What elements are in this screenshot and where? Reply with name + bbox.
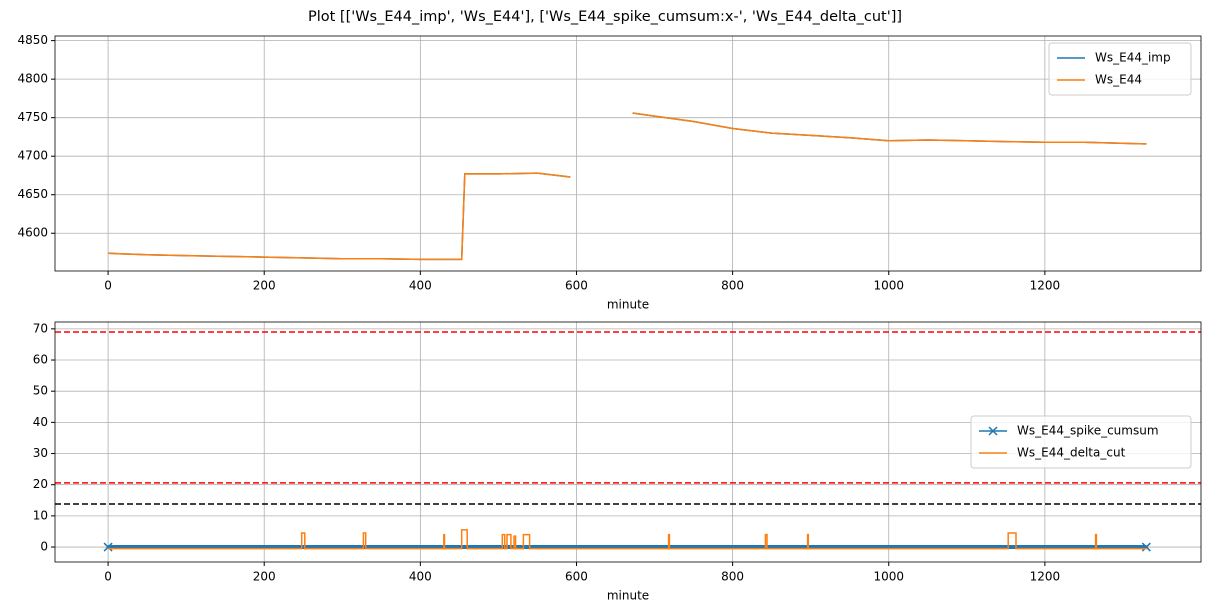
marker — [103, 542, 113, 552]
y-tick-label: 4600 — [17, 226, 48, 240]
legend-label: Ws_E44_delta_cut — [1017, 446, 1126, 460]
legend-marker — [988, 426, 998, 436]
y-tick-label: 50 — [33, 384, 48, 398]
y-tick-label: 20 — [33, 477, 48, 491]
y-tick-label: 0 — [40, 540, 48, 554]
x-tick-label: 0 — [104, 279, 112, 293]
y-tick-label: 40 — [33, 415, 48, 429]
series-line — [108, 529, 1147, 550]
x-tick-label: 600 — [565, 570, 588, 584]
legend-label: Ws_E44 — [1095, 73, 1142, 87]
axes-frame — [54, 35, 1202, 272]
y-tick-label: 60 — [33, 353, 48, 367]
y-tick-label: 4650 — [17, 187, 48, 201]
axes-frame — [54, 321, 1202, 563]
x-tick-label: 200 — [253, 279, 276, 293]
legend-label: Ws_E44_imp — [1095, 51, 1171, 65]
x-tick-label: 0 — [104, 570, 112, 584]
x-tick-label: 200 — [253, 570, 276, 584]
y-tick-label: 10 — [33, 508, 48, 522]
x-tick-label: 400 — [409, 279, 432, 293]
x-tick-label: 1200 — [1030, 570, 1061, 584]
x-tick-label: 600 — [565, 279, 588, 293]
y-tick-label: 70 — [33, 321, 48, 335]
figure-title: Plot [['Ws_E44_imp', 'Ws_E44'], ['Ws_E44… — [308, 9, 902, 25]
x-tick-label: 800 — [721, 570, 744, 584]
marker — [1141, 542, 1151, 552]
legend: Ws_E44_spike_cumsum Ws_E44_delta_cut — [970, 415, 1192, 469]
x-tick-label: 400 — [409, 570, 432, 584]
y-tick-label: 4850 — [17, 33, 48, 47]
x-tick-label: 800 — [721, 279, 744, 293]
legend-label: Ws_E44_spike_cumsum — [1017, 424, 1159, 438]
x-axis-label: minute — [607, 589, 649, 603]
y-tick-label: 30 — [33, 446, 48, 460]
y-tick-label: 4750 — [17, 110, 48, 124]
x-tick-label: 1000 — [873, 570, 904, 584]
legend: Ws_E44_imp Ws_E44 — [1048, 42, 1192, 96]
x-tick-label: 1000 — [873, 279, 904, 293]
series-line — [108, 112, 1147, 261]
legend-box — [970, 415, 1192, 469]
y-tick-label: 4700 — [17, 149, 48, 163]
legend-box — [1048, 42, 1192, 96]
x-axis-label: minute — [607, 298, 649, 312]
y-tick-label: 4800 — [17, 72, 48, 86]
x-tick-label: 1200 — [1030, 279, 1061, 293]
